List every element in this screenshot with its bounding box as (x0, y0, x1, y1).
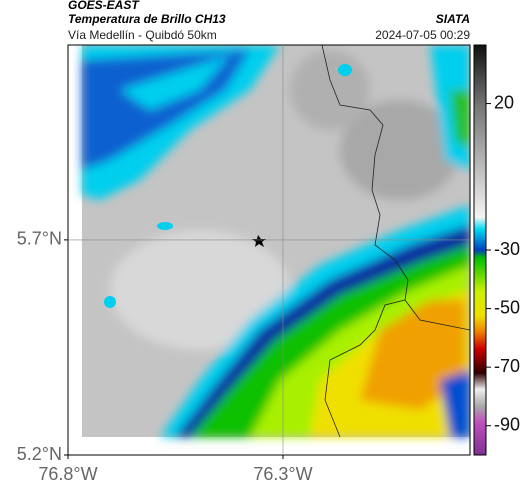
border (324, 299, 406, 438)
location-marker (252, 235, 266, 247)
y-tick-label: 5.2°N (17, 444, 62, 464)
satellite-image (68, 45, 470, 455)
x-tick-label: 76.8°W (38, 464, 97, 484)
datetime: 2024-07-05 00:29 (375, 28, 470, 42)
subtitle: Temperatura de Brillo CH13 (68, 12, 226, 26)
colorbar-tick-label: 20 (494, 92, 514, 112)
colorbar-tick-label: -90 (494, 414, 520, 434)
source: SIATA (436, 12, 470, 26)
title: GOES-EAST (68, 0, 140, 12)
colorbar (473, 44, 487, 456)
y-tick-label: 5.7°N (17, 229, 62, 249)
colorbar-tick-label: -30 (494, 239, 520, 259)
x-tick-label: 76.3°W (253, 464, 312, 484)
colorbar-tick-label: -70 (494, 356, 520, 376)
colorbar-tick-label: -50 (494, 297, 520, 317)
location: Vía Medellín - Quibdó 50km (68, 28, 217, 42)
map-frame (67, 44, 471, 456)
border (321, 45, 470, 331)
